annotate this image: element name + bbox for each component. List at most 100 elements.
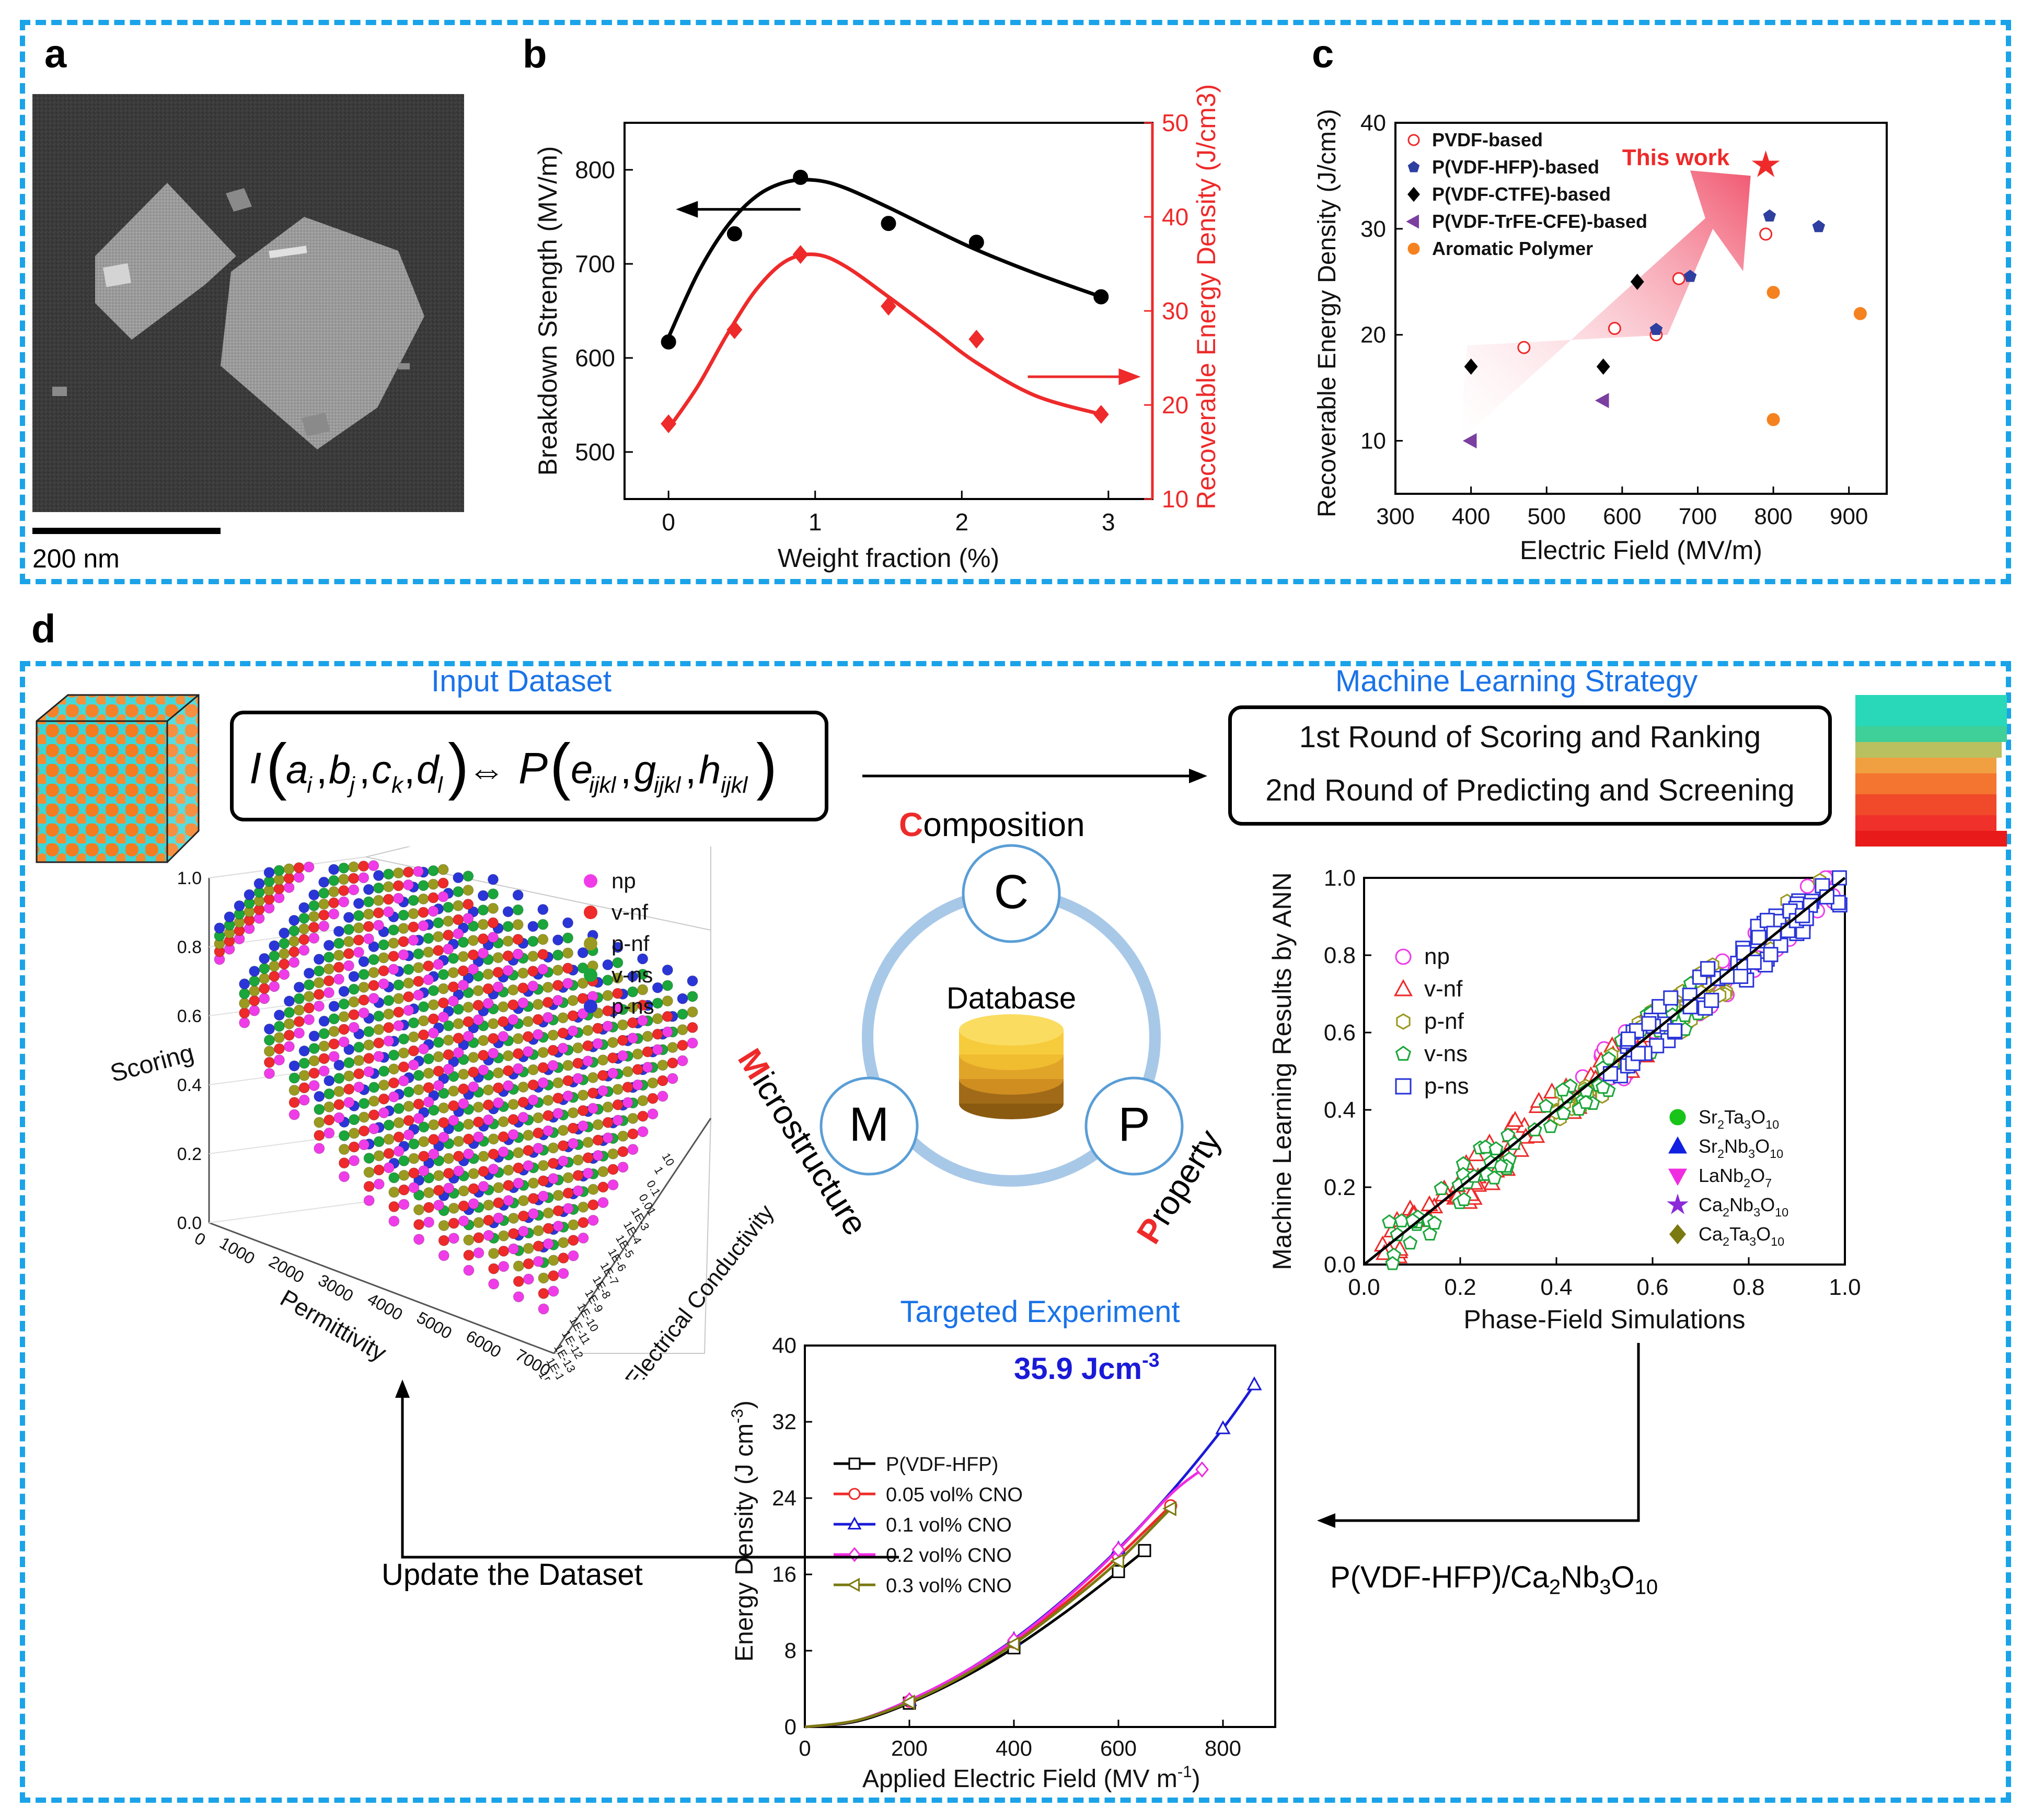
sphere-np xyxy=(293,1027,305,1039)
parity-line xyxy=(1363,877,1846,1266)
parity-point xyxy=(1555,1082,1571,1097)
sphere-v-nf xyxy=(457,965,469,977)
sphere-np xyxy=(597,1085,609,1097)
sphere-v-nf xyxy=(443,930,454,941)
sphere-np xyxy=(667,1073,678,1084)
sphere-np xyxy=(388,1215,400,1227)
sphere-p-nf xyxy=(538,1272,549,1284)
data-point xyxy=(1767,413,1780,426)
sphere-v-ns xyxy=(393,979,405,991)
sphere-p-nf xyxy=(467,935,479,946)
legend-label: P(VDF-HFP)-based xyxy=(1432,156,1599,178)
svg-text:b: b xyxy=(329,748,351,792)
sphere-np xyxy=(562,1203,574,1214)
sphere-p-nf xyxy=(328,886,340,898)
sphere-np xyxy=(467,964,479,975)
chart-3d-scoring: 0.00.20.40.60.81.00 100020003000400050006… xyxy=(108,847,779,1380)
sphere-p-nf xyxy=(438,1102,449,1114)
sphere-p-nf xyxy=(343,1070,355,1082)
sphere-np xyxy=(398,949,409,960)
sphere-np xyxy=(542,1125,554,1137)
legend-label: 0.2 vol% CNO xyxy=(886,1545,1012,1567)
sphere-v-ns xyxy=(373,1136,385,1147)
svg-text:ijkl: ijkl xyxy=(589,772,617,798)
sphere-p-nf xyxy=(632,1048,643,1060)
sphere-v-nf xyxy=(533,1127,544,1139)
sphere-p-nf xyxy=(527,1064,539,1075)
sphere-v-nf xyxy=(269,970,280,982)
sphere-v-ns xyxy=(403,964,414,975)
legend-label: Aromatic Polymer xyxy=(1432,238,1593,259)
sphere-np xyxy=(373,1051,385,1062)
sphere-p-nf xyxy=(662,995,673,1007)
sphere-np xyxy=(283,882,295,893)
data-point xyxy=(1464,358,1478,375)
sphere-v-nf xyxy=(463,899,474,910)
y-tick-label: 0.8 xyxy=(1324,943,1356,968)
sphere-p-nf xyxy=(343,936,354,947)
sphere-p-nf xyxy=(513,1260,524,1272)
sphere-v-ns xyxy=(273,1021,285,1032)
sphere-p-nf xyxy=(273,1032,285,1044)
sphere-p-nf xyxy=(433,1170,445,1181)
sphere-p-nf xyxy=(433,931,444,942)
sphere-v-nf xyxy=(338,1024,350,1035)
legend-label: 0.1 vol% CNO xyxy=(886,1514,1012,1536)
svg-text:e: e xyxy=(571,748,593,792)
sphere-p-nf xyxy=(373,1024,385,1035)
sphere-p-nf xyxy=(453,1018,464,1029)
sphere-np xyxy=(687,1037,698,1049)
x-tick-label: 3 xyxy=(1102,508,1115,536)
sphere-p-nf xyxy=(488,1018,499,1029)
legend-marker xyxy=(1395,1078,1412,1095)
sphere-v-ns xyxy=(383,995,395,1006)
sphere-p-nf xyxy=(293,1004,305,1016)
sphere-np xyxy=(368,993,379,1004)
sphere-v-ns xyxy=(333,1073,345,1084)
sphere-v-nf xyxy=(542,1110,554,1121)
sphere-v-ns xyxy=(433,917,444,929)
sphere-p-nf xyxy=(578,1201,589,1213)
sphere-p-nf xyxy=(363,1166,375,1178)
data-point xyxy=(1812,219,1826,233)
sphere-np xyxy=(398,1199,410,1210)
fit-curve-1 xyxy=(667,252,1102,430)
legend2-marker xyxy=(1669,1109,1686,1126)
sphere-np xyxy=(558,1155,569,1167)
sphere-p-nf xyxy=(612,972,624,984)
sphere-v-ns xyxy=(328,875,340,886)
sphere-v-ns xyxy=(447,953,459,964)
sphere-v-nf xyxy=(378,1093,389,1105)
ml-strategy-title: Machine Learning Strategy xyxy=(1335,664,1698,698)
sphere-v-nf xyxy=(512,934,524,945)
sphere-p-ns xyxy=(502,906,514,918)
sphere-np xyxy=(578,1120,589,1132)
legend-marker xyxy=(1395,1046,1412,1061)
sphere-v-nf xyxy=(662,1011,673,1022)
experiment-title: Targeted Experiment xyxy=(900,1295,1180,1329)
sphere-np xyxy=(378,978,389,990)
sphere-p-ns xyxy=(303,968,315,979)
candidate-text: P(VDF-HFP)/Ca2Nb3O10 xyxy=(1330,1560,1658,1599)
sphere-v-nf xyxy=(617,1146,629,1157)
sphere-np xyxy=(457,979,469,991)
microstructure-cube-image xyxy=(36,694,200,863)
sphere-p-nf xyxy=(502,935,514,947)
sphere-v-ns xyxy=(378,1065,389,1077)
sphere-v-nf xyxy=(507,1114,519,1125)
sphere-p-ns xyxy=(244,889,255,900)
x-tick-label: 0 xyxy=(662,508,675,536)
z-tick-label: 0.2 xyxy=(177,1144,202,1164)
sphere-v-nf xyxy=(383,894,394,905)
sphere-v-ns xyxy=(527,935,539,947)
sphere-p-ns xyxy=(353,898,364,909)
x-tick-label: 1 xyxy=(809,508,822,536)
sphere-v-nf xyxy=(473,1232,484,1244)
y-right-tick-label: 40 xyxy=(1162,203,1188,230)
sphere-v-nf xyxy=(548,1157,559,1169)
sphere-p-nf xyxy=(393,1117,405,1129)
sphere-v-nf xyxy=(373,907,384,919)
sphere-p-nf xyxy=(363,908,374,920)
sphere-v-nf xyxy=(448,1218,459,1229)
sphere-p-nf xyxy=(578,1089,589,1101)
